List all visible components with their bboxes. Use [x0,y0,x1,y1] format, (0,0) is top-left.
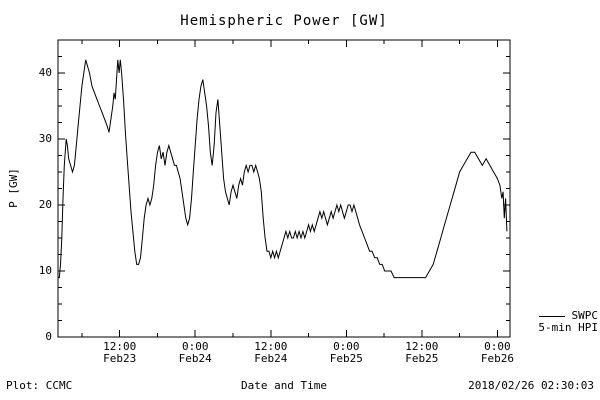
y-tick-label: 0 [45,330,52,343]
x-tick-label: 12:00 Feb25 [405,340,439,365]
y-tick-label: 40 [38,66,52,79]
y-tick-label: 30 [38,132,52,145]
x-tick-label: 0:00 Feb24 [178,340,212,365]
y-tick-label: 20 [38,198,52,211]
x-tick-label: 12:00 Feb24 [254,340,288,365]
x-axis-label: Date and Time [240,379,328,392]
legend: SWPC 5-min HPI [506,310,598,334]
legend-line-sample [538,315,565,317]
x-tick-label: 0:00 Feb26 [480,340,514,365]
y-tick-label: 10 [38,264,52,277]
plot-frame [57,39,511,338]
legend-label-source: SWPC [571,309,599,322]
data-series-line [58,59,508,279]
plot-source-label: Plot: CCMC [6,379,73,392]
y-axis-label: P [GW] [7,168,20,208]
x-tick-label: 12:00 Feb23 [103,340,137,365]
legend-row: SWPC [506,310,598,322]
legend-label-series: 5-min HPI [538,321,598,334]
chart-title: Hemispheric Power [GW] [180,13,388,29]
plot-timestamp: 2018/02/26 02:30:03 [468,379,594,392]
x-tick-label: 0:00 Feb25 [329,340,363,365]
